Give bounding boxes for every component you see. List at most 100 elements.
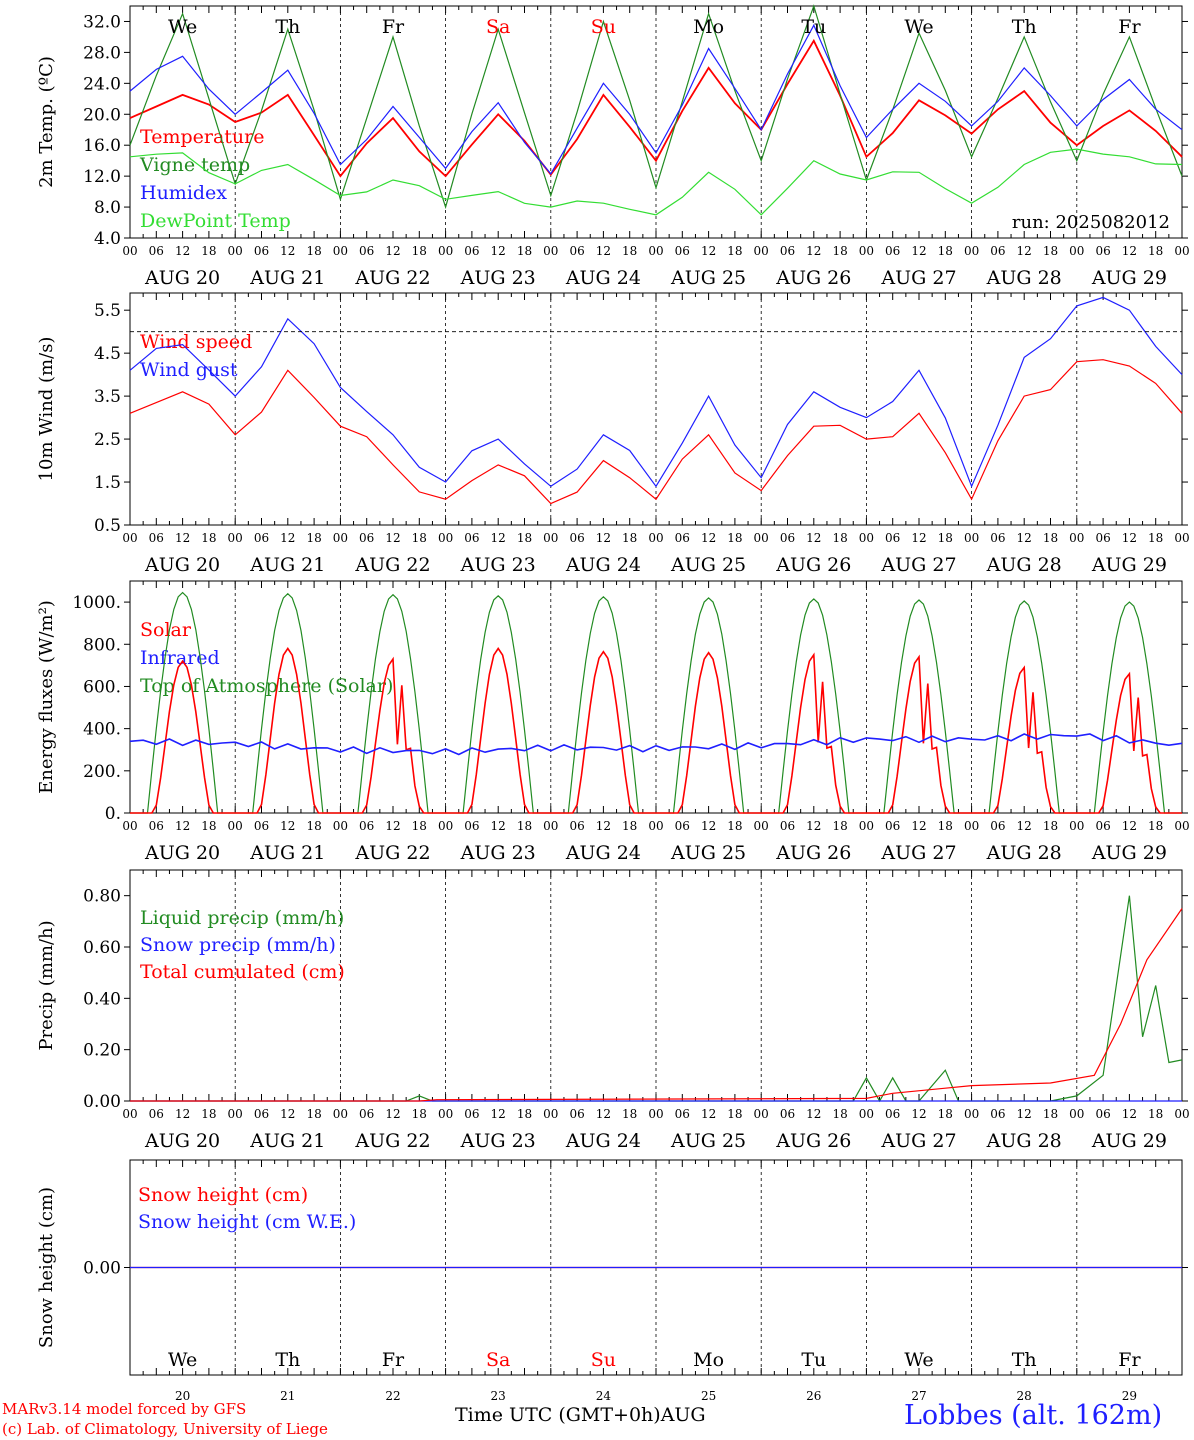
panel1-hour-label: 06 (359, 244, 374, 258)
panel1-hour-label: 00 (648, 244, 663, 258)
panel1-hour-label: 00 (859, 244, 874, 258)
panel4-hour-label: 06 (990, 1107, 1005, 1121)
panel4-date-label: AUG 24 (565, 1130, 641, 1152)
panel2-hour-label: 06 (359, 531, 374, 545)
panel2-hour-label: 12 (175, 531, 190, 545)
top-weekday-label: Fr (1118, 16, 1141, 38)
panel4-y-tick-label: 0.60 (83, 938, 121, 958)
panel4-y-tick-label: 0.20 (83, 1041, 121, 1061)
panel3-date-label: AUG 23 (460, 842, 536, 864)
panel4-hour-label: 00 (543, 1107, 558, 1121)
panel4-hour-label: 00 (964, 1107, 979, 1121)
panel2-hour-label: 00 (543, 531, 558, 545)
panel4-hour-label: 06 (675, 1107, 690, 1121)
panel4-hour-label: 00 (1174, 1107, 1189, 1121)
panel4-hour-label: 12 (175, 1107, 190, 1121)
panel4-date-label: AUG 29 (1091, 1130, 1167, 1152)
day-number-label: 26 (806, 1389, 821, 1403)
panel3-date-label: AUG 26 (775, 842, 851, 864)
panel2-date-label: AUG 29 (1091, 554, 1167, 576)
panel1-hour-label: 00 (1174, 244, 1189, 258)
panel2-hour-label: 18 (517, 531, 532, 545)
panel2-date-label: AUG 23 (460, 554, 536, 576)
panel3-hour-label: 00 (333, 819, 348, 833)
day-number-label: 28 (1017, 1389, 1032, 1403)
panel3-hour-label: 12 (596, 819, 611, 833)
panel1-hour-label: 12 (1122, 244, 1137, 258)
panel1-hour-label: 00 (543, 244, 558, 258)
panel3-date-label: AUG 29 (1091, 842, 1167, 864)
panel2-legend-wind-speed: Wind speed (140, 331, 252, 353)
panel1-hour-label: 00 (228, 244, 243, 258)
panel3-hour-label: 12 (911, 819, 926, 833)
panel1-date-label: AUG 28 (986, 267, 1062, 289)
panel3-hour-label: 18 (517, 819, 532, 833)
panel3-y-tick-label: 400. (83, 720, 121, 740)
panel1-hour-label: 06 (464, 244, 479, 258)
panel1-y-tick-label: 24.0 (83, 74, 121, 94)
panel2-y-axis-label: 10m Wind (m/s) (36, 337, 57, 482)
panel4-hour-label: 12 (911, 1107, 926, 1121)
panel3-date-label: AUG 21 (249, 842, 325, 864)
panel3-hour-label: 12 (806, 819, 821, 833)
panel1-y-tick-label: 12.0 (83, 167, 121, 187)
panel4-hour-label: 18 (938, 1107, 953, 1121)
panel3-hour-label: 18 (832, 819, 847, 833)
panel3-hour-label: 18 (622, 819, 637, 833)
panel3-hour-label: 18 (727, 819, 742, 833)
panel3-hour-label: 12 (1017, 819, 1032, 833)
panel3-hour-label: 18 (201, 819, 216, 833)
bottom-weekday-label: Tu (801, 1349, 826, 1371)
panel4-hour-label: 06 (149, 1107, 164, 1121)
panel3-hour-label: 00 (1174, 819, 1189, 833)
panel2-hour-label: 18 (622, 531, 637, 545)
panel1-date-label: AUG 29 (1091, 267, 1167, 289)
panel1-date-label: AUG 21 (249, 267, 325, 289)
panel1-hour-label: 06 (675, 244, 690, 258)
panel2-hour-label: 12 (491, 531, 506, 545)
panel1-hour-label: 00 (1069, 244, 1084, 258)
panel2-date-label: AUG 28 (986, 554, 1062, 576)
panel3-hour-label: 06 (885, 819, 900, 833)
panel3-hour-label: 00 (1069, 819, 1084, 833)
panel2-hour-label: 12 (280, 531, 295, 545)
panel4-hour-label: 12 (280, 1107, 295, 1121)
panel4-hour-label: 06 (569, 1107, 584, 1121)
panel4-date-label: AUG 26 (775, 1130, 851, 1152)
panel3-hour-label: 18 (938, 819, 953, 833)
panel1-y-tick-label: 4.0 (94, 229, 121, 249)
panel3-hour-label: 06 (359, 819, 374, 833)
panel1-hour-label: 18 (622, 244, 637, 258)
panel2-hour-label: 06 (990, 531, 1005, 545)
panel2-date-label: AUG 21 (249, 554, 325, 576)
panel4-hour-label: 12 (491, 1107, 506, 1121)
panel2-hour-label: 00 (122, 531, 137, 545)
panel4-hour-label: 18 (832, 1107, 847, 1121)
panel1-hour-label: 18 (832, 244, 847, 258)
panel2-hour-label: 00 (228, 531, 243, 545)
panel2-hour-label: 18 (412, 531, 427, 545)
panel1-y-tick-label: 16.0 (83, 136, 121, 156)
panel5-y-tick-label: 0.00 (83, 1259, 121, 1279)
panel4-hour-label: 12 (806, 1107, 821, 1121)
panel1-hour-label: 12 (806, 244, 821, 258)
panel1-date-label: AUG 22 (354, 267, 430, 289)
panel4-hour-label: 18 (412, 1107, 427, 1121)
bottom-weekday-label: Fr (1118, 1349, 1141, 1371)
panel1-hour-label: 06 (885, 244, 900, 258)
top-weekday-label: Sa (486, 16, 510, 38)
panel2-hour-label: 06 (149, 531, 164, 545)
panel1-hour-label: 00 (754, 244, 769, 258)
top-weekday-label: We (904, 16, 933, 38)
panel1-hour-label: 18 (938, 244, 953, 258)
bottom-weekday-label: Mo (693, 1349, 724, 1371)
panel4-y-tick-label: 0.00 (83, 1092, 121, 1112)
panel3-hour-label: 00 (543, 819, 558, 833)
panel3-hour-label: 12 (1122, 819, 1137, 833)
top-weekday-label: Tu (801, 16, 826, 38)
panel1-hour-label: 06 (149, 244, 164, 258)
panel1-date-label: AUG 25 (670, 267, 746, 289)
panel3-legend-solar: Solar (140, 619, 192, 641)
panel3-hour-label: 00 (648, 819, 663, 833)
panel3-hour-label: 00 (438, 819, 453, 833)
